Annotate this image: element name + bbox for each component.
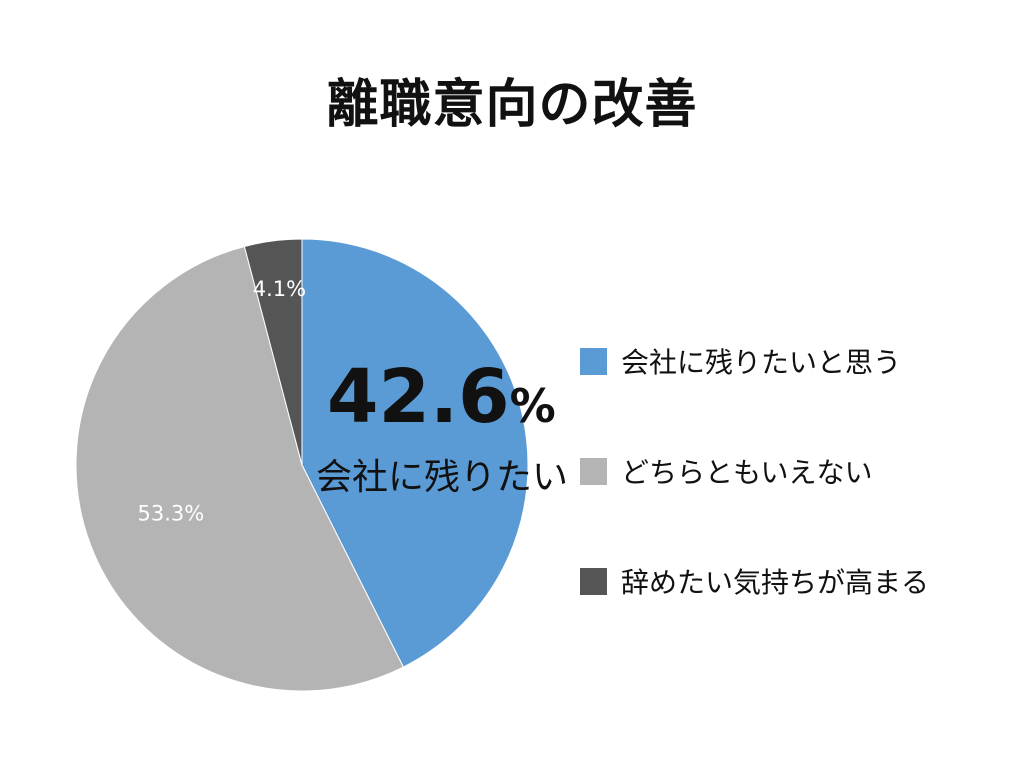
highlight-value: 42.6% (327, 360, 556, 434)
legend-label-leave: 辞めたい気持ちが高まる (621, 566, 930, 599)
pie-label-neutral: 53.3% (138, 502, 205, 526)
highlight-unit: % (509, 379, 556, 433)
legend-item-leave: 辞めたい気持ちが高まる (580, 561, 929, 601)
legend-label-neutral: どちらともいえない (621, 456, 873, 489)
legend-swatch-stay (580, 347, 607, 375)
legend-swatch-leave (580, 567, 607, 595)
highlight-caption: 会社に残りたい (316, 457, 569, 498)
legend-swatch-neutral (580, 457, 607, 485)
chart-title: 離職意向の改善 (326, 75, 698, 135)
pie-slice-leave (243, 238, 303, 466)
legend-item-stay: 会社に残りたいと思う (580, 341, 901, 381)
legend-item-neutral: どちらともいえない (580, 451, 872, 491)
pie-slice-neutral (75, 245, 405, 692)
highlight-number: 42.6 (327, 354, 510, 440)
pie-label-leave: 4.1% (253, 277, 306, 301)
legend-label-stay: 会社に残りたいと思う (621, 346, 902, 379)
pie-slice-stay (301, 238, 529, 668)
